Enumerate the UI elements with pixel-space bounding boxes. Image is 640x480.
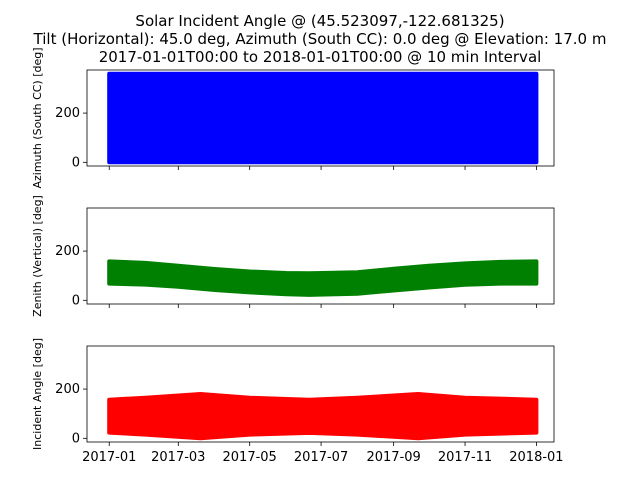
y-axis-label-1: Azimuth (South CC) [deg] bbox=[31, 47, 44, 188]
series-band-3 bbox=[107, 392, 539, 441]
chart-title-line-1: Solar Incident Angle @ (45.523097,-122.6… bbox=[135, 12, 505, 30]
x-tick-label-5: 2017-09 bbox=[366, 450, 420, 465]
x-tick-label-1: 2017-01 bbox=[82, 450, 136, 465]
series-band-2 bbox=[107, 259, 539, 297]
y-axis-label-2: Zenith (Vertical) [deg] bbox=[31, 195, 44, 317]
axes-frame-3 bbox=[86, 345, 555, 443]
chart-title-line-3: 2017-01-01T00:00 to 2018-01-01T00:00 @ 1… bbox=[98, 48, 542, 66]
y-tick-label-3-2: 200 bbox=[55, 382, 80, 397]
y-tick-label-2-2: 200 bbox=[55, 244, 80, 259]
y-tick-label-2-1: 0 bbox=[72, 293, 80, 308]
y-tick-label-3-1: 0 bbox=[72, 431, 80, 446]
x-tick-label-6: 2017-11 bbox=[438, 450, 492, 465]
x-tick-label-2: 2017-03 bbox=[151, 450, 205, 465]
y-tick-label-1-2: 200 bbox=[55, 106, 80, 121]
axes-frame-1 bbox=[86, 69, 555, 167]
x-tick-label-3: 2017-05 bbox=[223, 450, 277, 465]
axes-frame-2 bbox=[86, 207, 555, 305]
y-tick-label-1-1: 0 bbox=[72, 155, 80, 170]
y-axis-label-3: Incident Angle [deg] bbox=[31, 338, 44, 450]
series-band-1 bbox=[107, 71, 539, 165]
chart-title-line-2: Tilt (Horizontal): 45.0 deg, Azimuth (So… bbox=[33, 30, 607, 48]
x-tick-label-4: 2017-07 bbox=[294, 450, 348, 465]
x-tick-label-7: 2018-01 bbox=[509, 450, 563, 465]
